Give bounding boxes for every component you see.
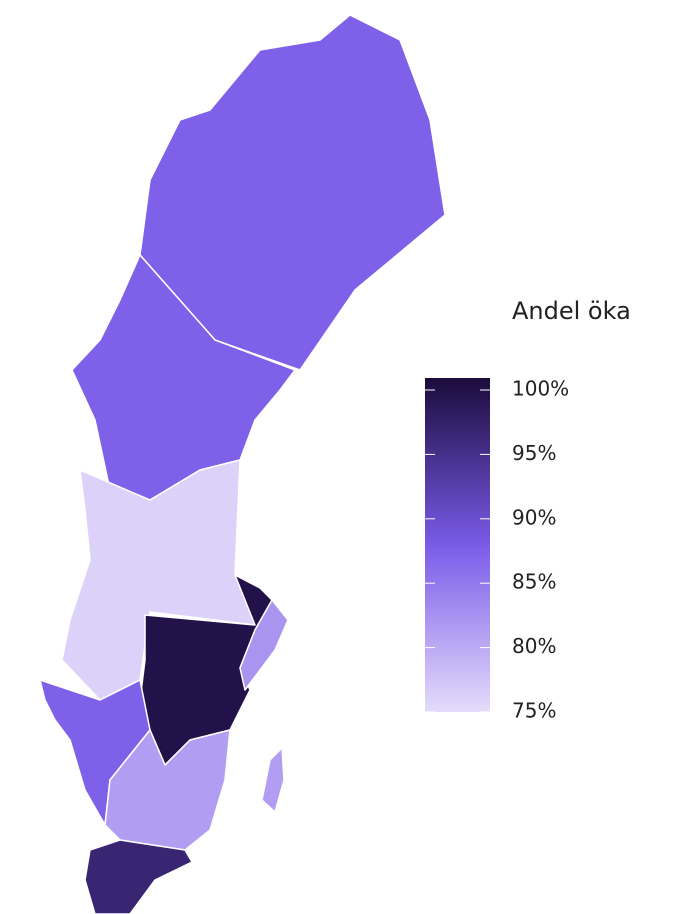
tick-label: 95% — [512, 441, 556, 465]
region — [139, 14, 446, 371]
legend-bar — [425, 378, 490, 712]
tick-label: 100% — [512, 377, 569, 401]
tick-label: 80% — [512, 634, 556, 658]
region — [84, 839, 193, 914]
legend-title: Andel öka — [512, 297, 631, 325]
region — [104, 729, 231, 851]
regions — [39, 14, 446, 914]
region — [61, 459, 271, 701]
tick-label: 90% — [512, 505, 556, 529]
tick-label: 75% — [512, 699, 556, 723]
region — [239, 599, 289, 691]
region — [261, 747, 285, 813]
tick-label: 85% — [512, 570, 556, 594]
